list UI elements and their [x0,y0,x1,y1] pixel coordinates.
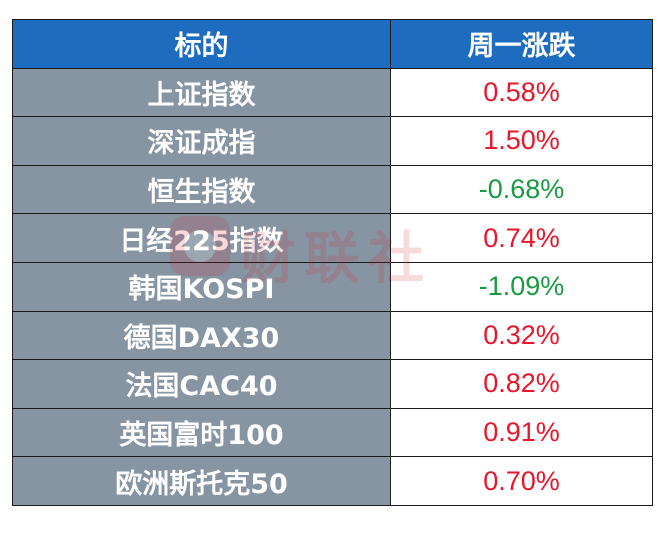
table-header-row: 标的 周一涨跌 [12,19,653,69]
change-value: -1.09% [390,261,653,312]
instrument-name: 深证成指 [12,116,391,166]
market-change-table: 标的 周一涨跌 上证指数 0.58% 深证成指 1.50% 恒生指数 -0.68… [12,19,653,506]
header-monday-change: 周一涨跌 [390,19,653,69]
table-row: 欧洲斯托克50 0.70% [12,456,653,506]
instrument-name: 恒生指数 [12,164,391,215]
instrument-name: 法国CAC40 [12,359,391,409]
table-row: 恒生指数 -0.68% [12,164,653,215]
change-value: 0.58% [390,67,653,118]
market-table-container: 标的 周一涨跌 上证指数 0.58% 深证成指 1.50% 恒生指数 -0.68… [12,19,653,506]
header-instrument: 标的 [12,19,391,69]
table-row: 日经225指数 0.74% [12,213,653,263]
table-row: 深证成指 1.50% [12,116,653,166]
change-value: 0.74% [390,213,653,263]
table-row: 法国CAC40 0.82% [12,359,653,409]
table-row: 英国富时100 0.91% [12,407,653,458]
instrument-name: 韩国KOSPI [12,261,391,312]
change-value: 0.70% [390,456,653,506]
instrument-name: 上证指数 [12,67,391,118]
instrument-name: 日经225指数 [12,213,391,263]
instrument-name: 欧洲斯托克50 [12,456,391,506]
table-row: 韩国KOSPI -1.09% [12,261,653,312]
change-value: 0.91% [390,407,653,458]
change-value: 0.82% [390,359,653,409]
table-row: 上证指数 0.58% [12,67,653,118]
change-value: 0.32% [390,310,653,361]
table-row: 德国DAX30 0.32% [12,310,653,361]
instrument-name: 英国富时100 [12,407,391,458]
instrument-name: 德国DAX30 [12,310,391,361]
change-value: -0.68% [390,164,653,215]
change-value: 1.50% [390,116,653,166]
